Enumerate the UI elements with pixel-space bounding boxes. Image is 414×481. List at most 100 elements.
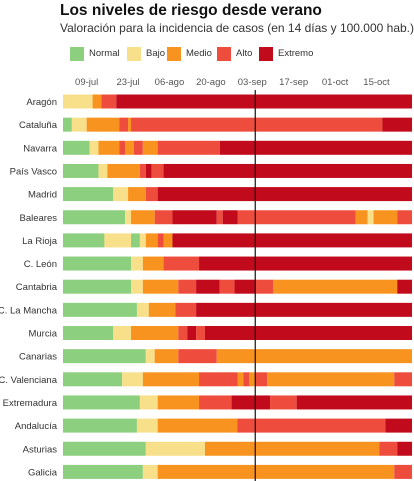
risk-segment [272,279,398,294]
region-label: Baleares [20,213,58,224]
risk-segment [142,140,158,155]
risk-segment [128,117,132,132]
risk-segment [154,210,173,225]
risk-segment [104,233,132,248]
x-tick-label: 17-sep [279,77,308,88]
risk-segment [113,187,129,202]
region-label: Madrid [28,190,57,201]
risk-segment [382,117,412,132]
legend-label-medio: Medio [186,48,212,59]
risk-segment [63,349,146,364]
risk-segment [145,187,158,202]
region-label: Canarias [19,352,57,363]
risk-segment [63,464,143,479]
risk-segment [63,418,137,433]
risk-segment [237,418,386,433]
risk-segment [63,140,90,155]
risk-segment [172,233,412,248]
region-label: C. Valenciana [0,375,58,386]
risk-segment [178,326,188,340]
risk-segment [145,233,158,248]
risk-segment [133,140,143,155]
chart-title: Los niveles de riesgo desde verano [60,2,322,19]
legend-label-alto: Alto [236,48,253,59]
risk-segment [101,94,117,109]
risk-segment [379,441,398,456]
region-label: País Vasco [10,166,57,177]
risk-segment [199,395,232,410]
risk-segment [163,256,200,271]
risk-segment [175,302,197,317]
risk-segment [63,372,123,387]
risk-segment [136,302,149,317]
risk-segment [122,372,143,387]
risk-segment [255,279,273,294]
legend-swatch-medio [167,47,181,61]
legend-swatch-bajo [127,47,141,61]
risk-segment [86,117,120,132]
chart-subtitle: Valoración para la incidencia de casos (… [60,21,414,35]
risk-segment [119,140,126,155]
risk-segment [125,210,132,225]
risk-segment [89,140,99,155]
risk-segment [63,233,105,248]
risk-segment [63,256,132,271]
risk-segment [142,256,164,271]
risk-segment [151,163,164,178]
risk-segment [145,441,205,456]
x-tick-label: 15-oct [363,77,390,88]
risk-segment [131,233,140,248]
risk-segment [234,279,256,294]
risk-segment [219,279,235,294]
risk-segment [131,117,383,132]
risk-segment [63,187,114,202]
risk-segment [142,464,158,479]
x-tick-label: 09-jul [75,77,98,88]
risk-segment [63,163,99,178]
region-label: Murcia [28,329,57,340]
risk-segment [157,233,164,248]
region-label: Navarra [23,143,58,154]
legend-swatch-alto [217,47,231,61]
risk-segment [267,372,395,387]
risk-segment [136,418,158,433]
region-label: Andalucía [15,421,58,432]
risk-segment [157,464,395,479]
risk-segment [163,233,173,248]
risk-segment [145,349,155,364]
risk-segment [397,279,412,294]
risk-segment [394,372,412,387]
legend-swatch-normal [70,47,84,61]
risk-segment [373,210,398,225]
risk-segment [178,279,197,294]
risk-segment [63,117,72,132]
risk-segment [204,441,380,456]
risk-segment [367,210,374,225]
risk-segment [157,395,200,410]
risk-segment [63,94,93,109]
risk-segment [139,395,158,410]
risk-segment [172,210,217,225]
risk-segment [154,349,179,364]
risk-segment [397,210,412,225]
region-label: La Rioja [22,236,58,247]
legend-label-bajo: Bajo [146,48,166,59]
risk-segment [296,395,412,410]
risk-segment [63,441,146,456]
risk-segment [63,210,126,225]
risk-segment [125,140,134,155]
x-tick-label: 03-sep [238,77,267,88]
risk-segment [237,372,244,387]
risk-segment [98,163,108,178]
risk-segment [163,163,412,178]
risk-segment [116,94,413,109]
risk-segment [139,233,146,248]
legend-label-extremo: Extremo [278,48,314,59]
risk-segment [63,279,132,294]
risk-segment [157,187,412,202]
risk-segment [196,302,412,317]
region-label: Galicia [28,467,58,478]
risk-segment [216,210,223,225]
region-label: C. León [24,259,57,270]
